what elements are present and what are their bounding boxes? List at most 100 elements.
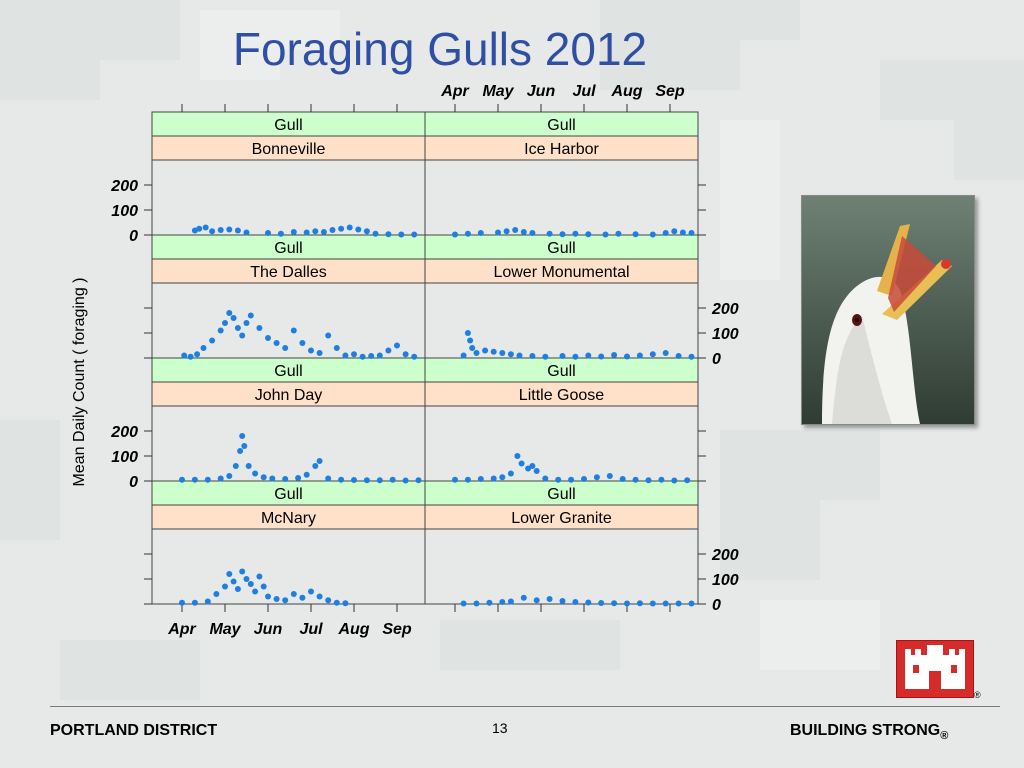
data-point (636, 352, 643, 359)
data-point (490, 348, 497, 355)
data-point (585, 599, 592, 606)
data-point (675, 600, 682, 607)
data-point (247, 581, 254, 587)
data-point (671, 477, 678, 484)
data-point (495, 229, 501, 236)
data-point (411, 231, 418, 238)
data-point (338, 476, 345, 483)
data-point (316, 350, 323, 356)
panel-frame (151, 282, 426, 359)
data-point (520, 229, 527, 235)
data-point (559, 231, 566, 238)
panel-frame (151, 405, 426, 482)
data-point (402, 351, 409, 358)
data-point (688, 600, 695, 607)
data-point (351, 477, 357, 483)
data-point (503, 228, 510, 235)
data-point (398, 231, 405, 238)
data-point (684, 477, 691, 484)
strip-species-label: Gull (547, 240, 575, 257)
footer-motto: BUILDING STRONG® (790, 722, 948, 742)
data-point (202, 224, 209, 231)
data-point (269, 475, 276, 482)
data-point (290, 327, 297, 334)
x-tick-label-bottom: Sep (382, 621, 412, 638)
data-point (243, 576, 250, 582)
data-point (351, 351, 357, 358)
panel-frame (151, 159, 426, 236)
y-tick-label: 100 (712, 572, 739, 589)
strip-site-label: John Day (255, 387, 323, 404)
data-point (507, 598, 514, 605)
data-point (542, 353, 549, 360)
data-point (194, 351, 201, 358)
strip-site (424, 504, 699, 530)
panel-frame (424, 405, 699, 482)
x-tick-label-bottom: May (209, 621, 241, 638)
data-point (308, 347, 314, 354)
data-point (624, 600, 630, 607)
strip-species-label: Gull (274, 240, 302, 257)
strip-species-label: Gull (274, 117, 302, 134)
data-point (602, 231, 609, 238)
data-point (320, 229, 327, 235)
data-point (593, 474, 600, 481)
strip-species-label: Gull (274, 486, 302, 503)
data-point (187, 353, 194, 360)
strip-site-label: McNary (261, 510, 316, 527)
data-point (209, 228, 216, 235)
data-point (615, 230, 622, 237)
data-point (179, 476, 185, 483)
data-point (265, 593, 271, 600)
data-point (243, 320, 250, 326)
data-point (333, 599, 340, 606)
x-tick-label-top: Apr (440, 83, 469, 100)
data-point (209, 337, 216, 344)
data-point (649, 231, 656, 238)
data-point (376, 352, 383, 359)
data-point (542, 475, 549, 482)
data-point (376, 477, 383, 484)
y-tick-label: 200 (711, 301, 739, 318)
data-point (245, 463, 252, 469)
data-point (611, 600, 618, 607)
data-point (234, 227, 241, 234)
data-point (256, 573, 263, 580)
data-point (239, 332, 246, 339)
data-point (499, 474, 506, 481)
data-point (636, 600, 643, 607)
y-tick-label: 0 (712, 351, 721, 368)
data-point (675, 353, 682, 359)
data-point (260, 583, 267, 590)
data-point (606, 473, 613, 479)
data-point (546, 596, 553, 602)
data-point (658, 476, 665, 483)
data-point (312, 228, 319, 235)
data-point (299, 594, 306, 601)
strip-site (424, 381, 699, 407)
x-tick-label-top: Jul (572, 83, 596, 100)
data-point (499, 599, 506, 605)
data-point (265, 230, 271, 236)
page-number: 13 (492, 720, 508, 736)
data-point (662, 600, 669, 607)
data-point (402, 477, 409, 484)
data-point (477, 476, 484, 482)
data-point (312, 463, 319, 469)
data-point (632, 231, 639, 238)
y-tick-label: 200 (711, 547, 739, 564)
data-point (196, 225, 203, 232)
slide-title: Foraging Gulls 2012 (232, 23, 648, 75)
data-point (226, 226, 233, 233)
data-point (226, 571, 233, 577)
data-point (464, 330, 471, 336)
data-point (385, 347, 392, 354)
data-point (299, 340, 306, 346)
panel-strips: Gull Bonneville Gull Ice Harbor Gull The Dall… (151, 111, 699, 530)
data-point (460, 352, 467, 359)
data-point (222, 320, 228, 326)
data-point (486, 599, 493, 606)
y-tick-label: 200 (110, 424, 138, 441)
data-point (342, 352, 349, 359)
x-tick-label-top: Jun (527, 83, 556, 100)
